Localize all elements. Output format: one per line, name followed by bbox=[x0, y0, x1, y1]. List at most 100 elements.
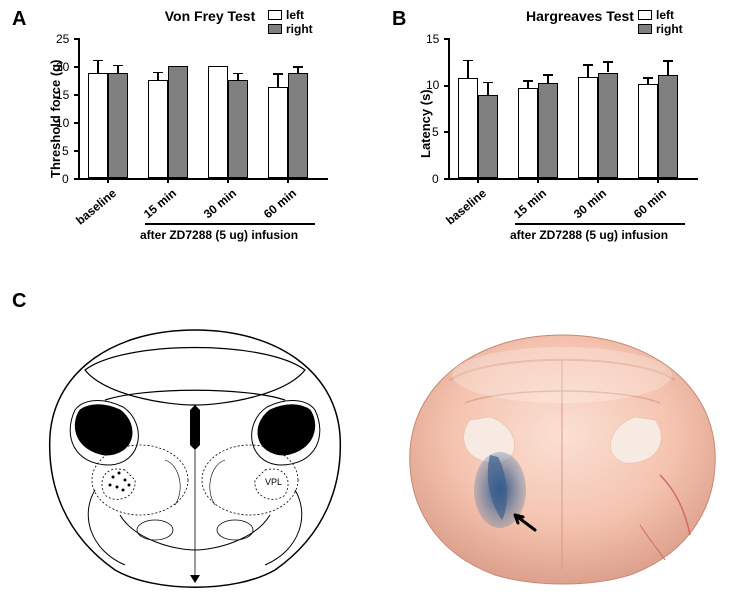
tick bbox=[477, 178, 479, 183]
x-annotation: after ZD7288 (5 ug) infusion bbox=[510, 228, 668, 242]
error-cap bbox=[483, 82, 493, 84]
error-cap bbox=[93, 60, 103, 62]
error-cap bbox=[643, 77, 653, 79]
panel-a-chart: Threshold force (g) 0 5 10 15 20 25 bbox=[40, 28, 360, 248]
injection-dot bbox=[116, 486, 119, 489]
third-ventricle bbox=[190, 405, 200, 450]
error-cap bbox=[233, 73, 243, 75]
error-bar bbox=[487, 82, 489, 95]
annotation-line bbox=[515, 223, 685, 225]
tick bbox=[444, 38, 449, 40]
tick bbox=[444, 85, 449, 87]
legend-text: right bbox=[656, 22, 683, 36]
injection-dot bbox=[124, 479, 127, 482]
tick-label: 0 bbox=[432, 172, 439, 186]
legend-swatch-right bbox=[268, 24, 282, 34]
error-bar bbox=[607, 61, 609, 72]
panel-b-label: B bbox=[392, 8, 406, 31]
panel-b-chart: Latency (s) 0 5 10 15 bbox=[410, 28, 730, 248]
injection-dot bbox=[128, 484, 131, 487]
bar-right bbox=[168, 66, 188, 178]
error-bar bbox=[587, 64, 589, 77]
bar-left bbox=[148, 80, 168, 178]
tick bbox=[537, 178, 539, 183]
error-cap bbox=[663, 60, 673, 62]
tick-label: 15 bbox=[426, 32, 439, 46]
error-cap bbox=[463, 60, 473, 62]
tick-label: 0 bbox=[62, 172, 69, 186]
tick bbox=[227, 178, 229, 183]
bar-right bbox=[538, 83, 558, 178]
brain-atlas-svg: VPL bbox=[25, 315, 365, 595]
tick bbox=[74, 38, 79, 40]
error-bar bbox=[97, 60, 99, 73]
bar-right bbox=[108, 73, 128, 178]
tick-label: 5 bbox=[62, 144, 69, 158]
x-annotation: after ZD7288 (5 ug) infusion bbox=[140, 228, 298, 242]
error-cap bbox=[293, 66, 303, 68]
injection-dot bbox=[122, 489, 125, 492]
figure-root: A Von Frey Test Threshold force (g) 0 5 … bbox=[0, 0, 752, 609]
brain-photo-svg bbox=[390, 325, 735, 585]
axis-line bbox=[78, 38, 80, 178]
error-cap bbox=[523, 80, 533, 82]
bar-right bbox=[228, 80, 248, 178]
bar-left bbox=[88, 73, 108, 178]
panel-c-label: C bbox=[12, 290, 26, 313]
x-tick-label: baseline bbox=[434, 186, 489, 235]
tick-label: 10 bbox=[426, 78, 439, 92]
bar-left bbox=[638, 84, 658, 178]
tick bbox=[74, 94, 79, 96]
tick bbox=[444, 178, 449, 180]
bar-left bbox=[518, 88, 538, 179]
bar-left bbox=[268, 87, 288, 178]
bar-left bbox=[458, 78, 478, 178]
brain-photo bbox=[390, 325, 735, 585]
tick bbox=[287, 178, 289, 183]
legend-swatch-left bbox=[638, 10, 652, 20]
error-cap bbox=[583, 64, 593, 66]
brain-atlas-diagram: VPL bbox=[25, 315, 365, 595]
tick bbox=[657, 178, 659, 183]
tick-label: 10 bbox=[56, 116, 69, 130]
injection-dot bbox=[118, 472, 121, 475]
error-cap bbox=[153, 72, 163, 74]
bar-right bbox=[658, 75, 678, 178]
panel-a-label: A bbox=[12, 8, 26, 31]
tick-label: 5 bbox=[432, 125, 439, 139]
bar-left bbox=[578, 77, 598, 178]
bar-right bbox=[288, 73, 308, 178]
axis-line bbox=[448, 38, 450, 178]
tick bbox=[74, 66, 79, 68]
tick bbox=[597, 178, 599, 183]
error-cap bbox=[273, 73, 283, 75]
legend-text: left bbox=[656, 8, 674, 22]
legend-text: right bbox=[286, 22, 313, 36]
error-cap bbox=[603, 61, 613, 63]
legend-swatch-left bbox=[268, 10, 282, 20]
axis-line bbox=[448, 178, 698, 180]
annotation-line bbox=[145, 223, 315, 225]
panel-b-title: Hargreaves Test bbox=[500, 8, 660, 24]
tick-label: 20 bbox=[56, 60, 69, 74]
tick bbox=[167, 178, 169, 183]
injection-dot bbox=[112, 476, 115, 479]
tick bbox=[107, 178, 109, 183]
panel-a-title: Von Frey Test bbox=[130, 8, 290, 24]
error-bar bbox=[467, 60, 469, 79]
legend-swatch-right bbox=[638, 24, 652, 34]
highlight bbox=[452, 347, 672, 403]
bar-right bbox=[478, 95, 498, 178]
tick bbox=[74, 150, 79, 152]
y-axis-label: Latency (s) bbox=[418, 89, 433, 158]
x-tick-label: baseline bbox=[64, 186, 119, 235]
tick-label: 15 bbox=[56, 88, 69, 102]
tick bbox=[74, 178, 79, 180]
vpl-label: VPL bbox=[265, 477, 282, 487]
error-bar bbox=[667, 60, 669, 75]
legend-text: left bbox=[286, 8, 304, 22]
axis-line bbox=[78, 178, 328, 180]
error-bar bbox=[277, 73, 279, 87]
tick bbox=[74, 122, 79, 124]
error-cap bbox=[543, 74, 553, 76]
